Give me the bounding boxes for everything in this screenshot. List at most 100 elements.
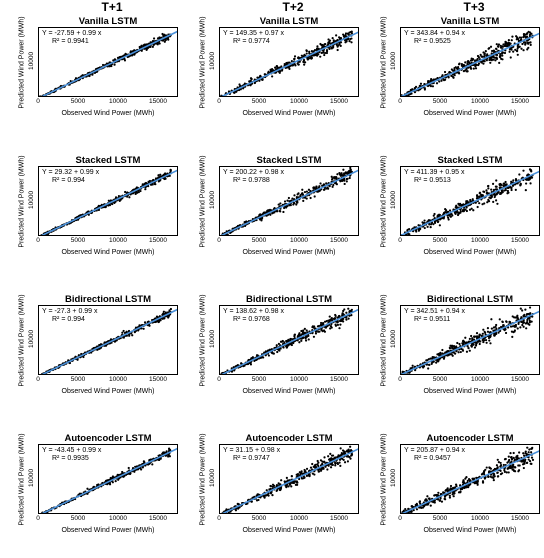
data-point [523,33,525,35]
data-point [521,324,523,326]
data-point [345,32,347,34]
equation-text: Y = -27.3 + 0.99 x [42,308,98,316]
data-point [451,353,453,355]
data-point [469,350,471,352]
equation-text: Y = -43.45 + 0.99 x [42,447,101,455]
data-point [484,332,486,334]
data-point [123,330,125,332]
x-tick-label: 0 [398,237,402,244]
data-point [347,33,349,35]
r-squared-text: R² = 0.9935 [42,455,101,463]
data-point [286,477,288,479]
data-point [471,59,473,61]
data-point [286,485,288,487]
data-point [492,59,494,61]
x-tick-label: 15000 [149,98,167,105]
data-point [520,48,522,50]
data-point [502,46,504,48]
data-point [458,343,460,345]
data-point [526,319,528,321]
data-point [429,358,431,360]
data-point [39,96,41,97]
data-point [414,87,416,89]
data-point [163,317,165,319]
r-squared-text: R² = 0.9774 [223,38,284,46]
data-point [250,80,252,82]
data-point [471,338,473,340]
data-point [306,329,308,331]
data-point [498,43,500,45]
data-point [462,348,464,350]
data-point [469,338,471,340]
data-point [470,67,472,69]
data-point [404,513,406,514]
data-point [505,332,507,334]
data-point [443,358,445,360]
data-point [302,337,304,339]
data-point [326,468,328,470]
data-point [502,191,504,193]
data-point [466,351,468,353]
x-tick-label: 5000 [252,237,266,244]
data-point [466,70,468,72]
data-point [455,345,457,347]
data-point [520,308,522,310]
x-tick-label: 0 [398,98,402,105]
data-point [124,191,126,193]
data-point [490,189,492,191]
data-point [153,37,155,39]
data-point [39,235,41,236]
data-point [451,68,453,70]
data-point [511,39,513,41]
data-point [245,221,247,223]
data-point [464,337,466,339]
data-point [295,484,297,486]
x-tick-label: 10000 [109,98,127,105]
data-point [439,218,441,220]
data-point [464,61,466,63]
data-point [346,455,348,457]
data-point [306,468,308,470]
data-point [444,208,446,210]
data-point [339,465,341,467]
y-axis-label: Predicted Wind Power (MWh) [200,425,207,535]
data-point [476,335,478,337]
data-point [494,333,496,335]
data-point [442,352,444,354]
data-point [343,179,345,181]
data-point [492,201,494,203]
data-point [330,319,332,321]
data-point [461,65,463,67]
data-point [463,70,465,72]
data-point [270,485,272,487]
y-ticks: 10000 [28,27,38,97]
data-point [349,446,351,448]
data-point [327,455,329,457]
data-point [517,317,519,319]
data-point [504,181,506,183]
data-point [350,314,352,316]
y-axis-label: Predicted Wind Power (MWh) [381,425,388,535]
data-point [163,34,165,36]
data-point [157,320,159,322]
data-point [292,203,294,205]
data-point [151,463,153,465]
data-point [510,325,512,327]
data-point [456,342,458,344]
data-point [403,235,405,236]
panel-title: Stacked LSTM [219,155,359,166]
panel-title: Autoencoder LSTM [219,433,359,444]
data-point [331,326,333,328]
data-point [329,459,331,461]
data-point [522,49,524,51]
y-ticks: 10000 [28,166,38,236]
data-point [323,54,325,56]
data-point [470,335,472,337]
data-point [304,191,306,193]
data-point [512,179,514,181]
